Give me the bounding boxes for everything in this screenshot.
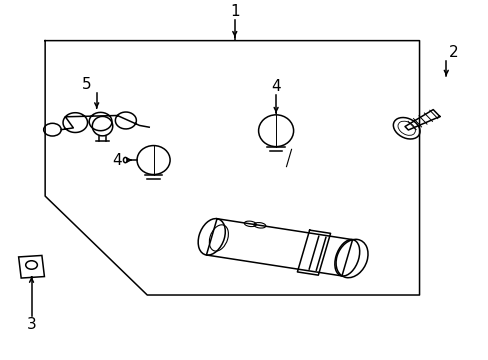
Text: 4: 4 (271, 79, 280, 94)
Text: 2: 2 (448, 45, 457, 60)
Text: 5: 5 (81, 77, 91, 92)
Text: 3: 3 (27, 317, 36, 332)
Text: 1: 1 (229, 4, 239, 19)
Bar (19, 256, 44, 278)
Text: 4: 4 (112, 153, 122, 167)
